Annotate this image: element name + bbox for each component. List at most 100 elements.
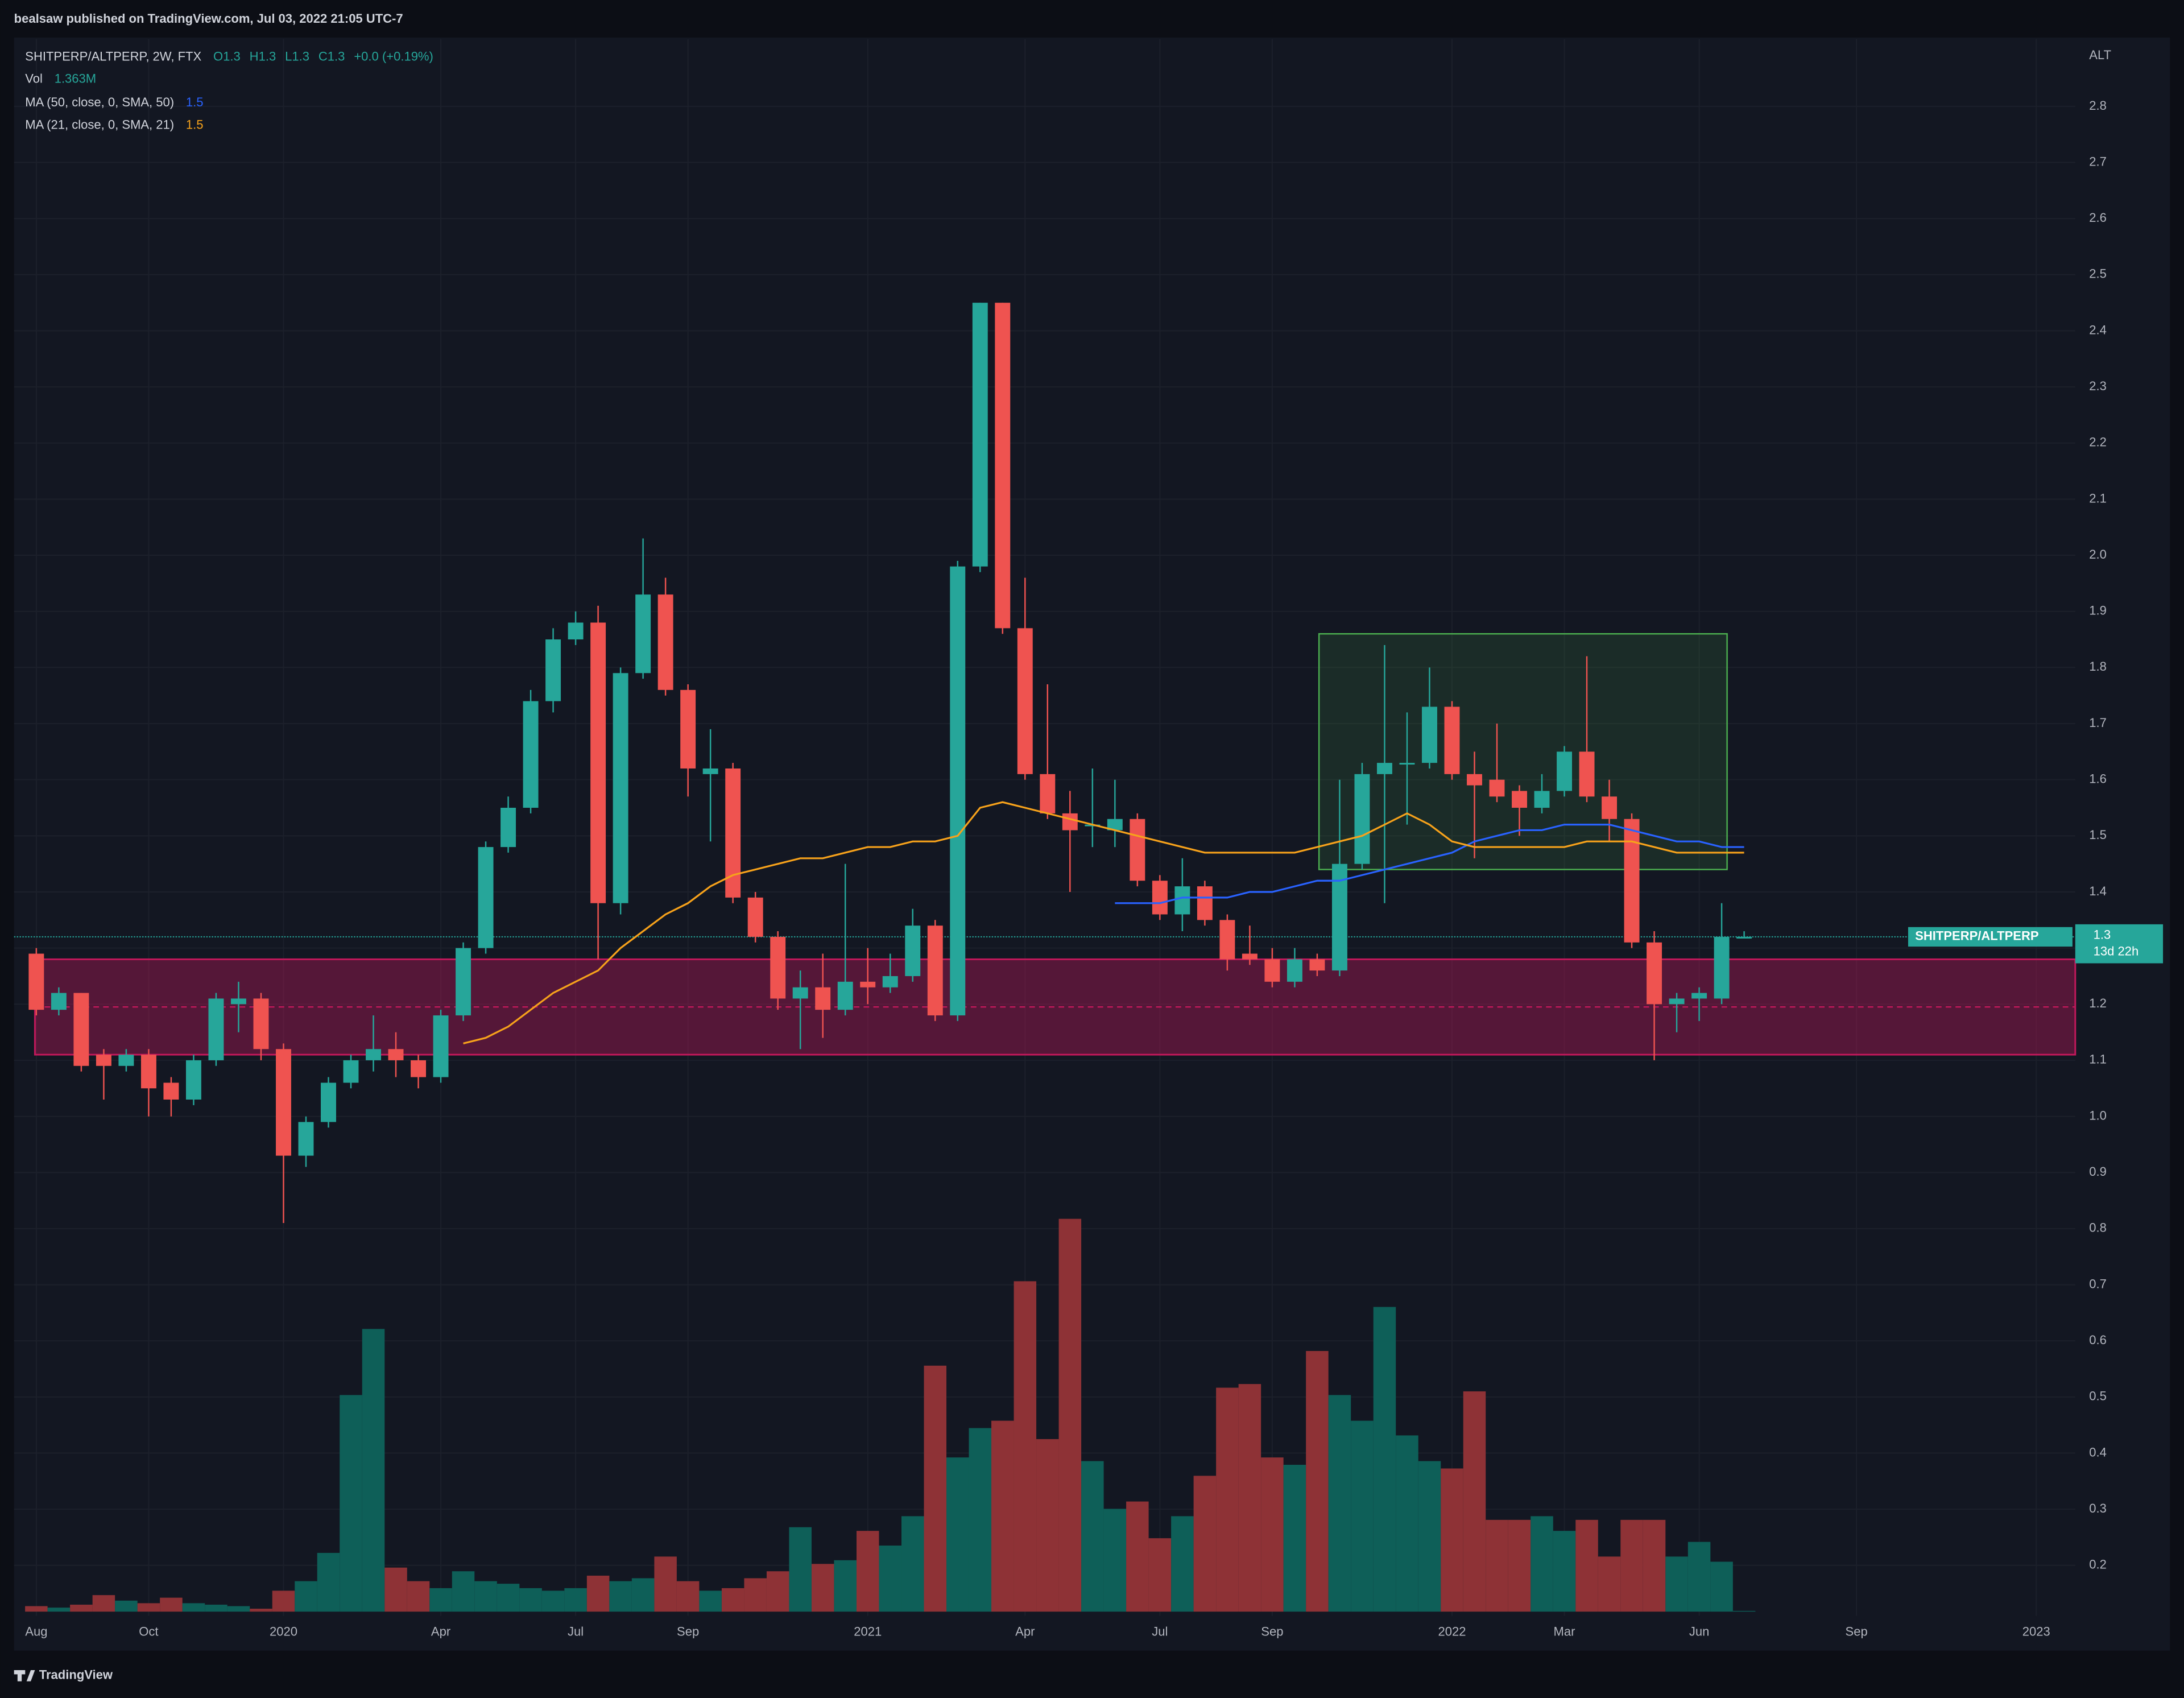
volume-bar	[497, 1584, 520, 1612]
candle-body	[1264, 959, 1280, 982]
volume-value: 1.363M	[55, 71, 96, 85]
y-tick-label: 0.3	[2089, 1501, 2107, 1515]
y-tick-label: 2.0	[2089, 547, 2107, 561]
volume-bar	[474, 1581, 497, 1612]
candle-body	[1174, 886, 1190, 915]
y-tick-label: 2.3	[2089, 379, 2107, 393]
volume-bar	[1575, 1519, 1598, 1612]
ohlc-low: L1.3	[285, 49, 309, 63]
y-tick-label: 1.9	[2089, 604, 2107, 618]
candle-body	[1557, 751, 1572, 791]
legend-main: SHITPERP/ALTPERP, 2W, FTX O1.3 H1.3 L1.3…	[25, 49, 433, 63]
candle-body	[478, 847, 494, 948]
volume-bar	[70, 1604, 93, 1612]
volume-bar	[1732, 1610, 1756, 1612]
candle-body	[1130, 819, 1145, 881]
countdown-text: 13d 22h	[2094, 944, 2139, 959]
x-tick-label: 2021	[854, 1625, 882, 1639]
volume-bar	[541, 1590, 565, 1612]
volume-bar	[991, 1420, 1014, 1612]
candle-body	[523, 701, 539, 808]
candle-body	[568, 622, 584, 640]
candle-body	[1197, 886, 1213, 920]
candle-body	[230, 998, 246, 1005]
volume-bar	[1598, 1556, 1621, 1612]
candle-body	[837, 981, 853, 1010]
volume-bar	[1283, 1465, 1306, 1612]
moving-average	[1115, 824, 1744, 904]
ohlc-open: O1.3	[213, 49, 241, 63]
candle-body	[545, 639, 561, 701]
volume-bar	[452, 1571, 475, 1612]
volume-bar	[25, 1606, 48, 1612]
header: bealsaw published on TradingView.com, Ju…	[14, 11, 403, 26]
candle-body	[1444, 707, 1460, 774]
volume-bar	[834, 1560, 857, 1612]
candle-body	[1512, 791, 1527, 808]
candle-body	[1354, 774, 1370, 864]
y-tick-label: 1.6	[2089, 772, 2107, 786]
volume-bar	[1620, 1519, 1643, 1612]
candle-body	[1489, 779, 1505, 797]
candle-body	[276, 1049, 291, 1156]
volume-bar	[1058, 1218, 1082, 1612]
volume-bar	[676, 1581, 700, 1612]
candle-body	[613, 673, 628, 903]
volume-bar	[699, 1590, 722, 1612]
volume-bar	[879, 1546, 901, 1612]
volume-bar	[1665, 1556, 1688, 1612]
candle-body	[1309, 959, 1325, 971]
footer: TradingView	[39, 1668, 113, 1682]
volume-bar	[1508, 1519, 1531, 1612]
moving-average	[463, 801, 1744, 1044]
volume-bar	[1014, 1281, 1037, 1612]
volume-bar	[1418, 1461, 1441, 1612]
volume-bar	[227, 1606, 250, 1612]
y-tick-label: 1.0	[2089, 1108, 2107, 1122]
candle-body	[185, 1060, 201, 1100]
candle-body	[433, 1015, 449, 1077]
volume-bar	[137, 1603, 160, 1612]
volume-bar	[811, 1564, 834, 1612]
y-tick-label: 0.7	[2089, 1276, 2107, 1291]
y-tick-label: 0.6	[2089, 1333, 2107, 1347]
candle-body	[208, 998, 224, 1060]
candle-body	[500, 808, 516, 848]
volume-bar	[1463, 1391, 1486, 1612]
x-tick-label: Sep	[1846, 1625, 1868, 1639]
price-tag-text: 1.3	[2094, 927, 2111, 941]
candle-body	[163, 1083, 179, 1100]
candle-body	[635, 594, 651, 674]
symbol: SHITPERP/ALTPERP, 2W, FTX	[25, 49, 201, 63]
volume-bar	[250, 1609, 272, 1612]
volume-bar	[856, 1531, 879, 1612]
volume-bar	[721, 1588, 744, 1612]
candle-body	[815, 987, 831, 1010]
legend-value: 1.5	[186, 117, 204, 131]
candle-body	[702, 768, 718, 774]
ohlc-close: C1.3	[318, 49, 345, 63]
y-tick-label: 1.1	[2089, 1052, 2107, 1067]
volume-bar	[1216, 1387, 1239, 1612]
candle-body	[1534, 791, 1550, 808]
range-box	[1318, 633, 1728, 870]
candle-body	[770, 936, 786, 999]
candle-body	[590, 622, 606, 903]
volume-bar	[1710, 1561, 1733, 1612]
y-tick-label: 1.7	[2089, 716, 2107, 730]
candle-body	[96, 1055, 111, 1066]
symbol-tag	[1908, 927, 2073, 947]
candle-body	[792, 987, 808, 999]
volume-bar	[295, 1581, 317, 1612]
candle-body	[1017, 628, 1033, 774]
volume-bar	[1238, 1384, 1261, 1612]
volume-bar	[1486, 1519, 1508, 1612]
y-tick-label: 0.4	[2089, 1445, 2107, 1459]
x-tick-label: Jun	[1689, 1625, 1710, 1639]
symbol-tag-text: SHITPERP/ALTPERP	[1915, 929, 2038, 943]
volume-bar	[317, 1552, 340, 1612]
x-tick-label: 2020	[270, 1625, 297, 1639]
volume-bar	[1036, 1439, 1059, 1612]
price-tag	[2075, 924, 2164, 964]
